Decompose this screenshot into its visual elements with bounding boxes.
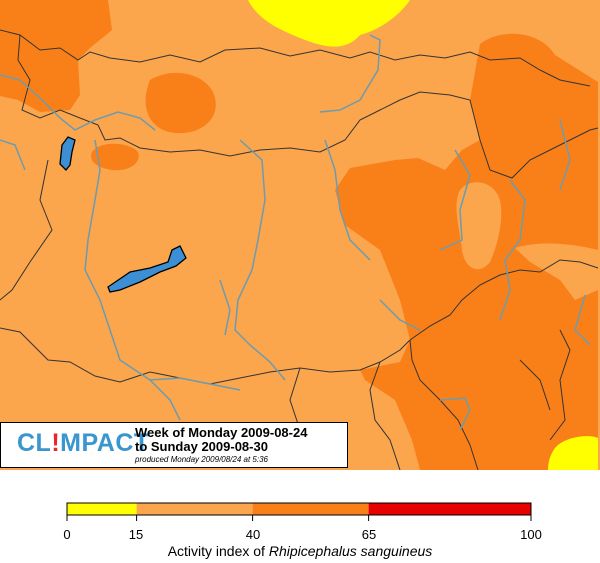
week-start-label: Week of Monday 2009-08-24 xyxy=(135,425,308,440)
legend-frame xyxy=(66,502,532,516)
info-box: CL!MPACT Week of Monday 2009-08-24 to Su… xyxy=(0,422,348,468)
map-region-40-65-northwest xyxy=(0,0,112,112)
legend-colorbar xyxy=(66,502,532,521)
map-region-0-15-southeast xyxy=(548,436,598,470)
legend-tick-0: 0 xyxy=(63,527,71,542)
legend-title-prefix: Activity index of xyxy=(167,543,269,559)
legend-band-0-15 xyxy=(67,503,137,515)
logo-text-cl: CL xyxy=(17,429,52,457)
map-region-40-65-east-blob xyxy=(460,293,506,323)
map-region-40-65-small-blob xyxy=(91,143,139,171)
legend-band-40-65 xyxy=(252,503,369,515)
lake-neusiedl xyxy=(59,136,76,171)
climpact-logo: CL!MPACT xyxy=(17,429,150,458)
legend-tick-40: 40 xyxy=(245,527,261,542)
legend-title-species: Rhipicephalus sanguineus xyxy=(268,543,433,559)
rivers xyxy=(0,34,591,431)
produced-timestamp: produced Monday 2009/08/24 at 5:36 xyxy=(135,455,268,464)
legend-band-15-40 xyxy=(136,503,253,515)
activity-map xyxy=(0,0,600,470)
logo-text-mpact: MPACT xyxy=(60,429,150,457)
lake-balaton xyxy=(107,245,187,293)
week-end-label: to Sunday 2009-08-30 xyxy=(135,439,268,454)
logo-text-bang: ! xyxy=(51,429,61,457)
map-region-40-65-north-blob xyxy=(145,72,216,134)
legend-tick-100: 100 xyxy=(520,527,542,542)
map-region-0-15-north xyxy=(248,0,410,47)
map-region-15-40-enclave xyxy=(456,182,502,270)
legend-tick-15: 15 xyxy=(128,527,144,542)
legend-band-65-100 xyxy=(368,503,531,515)
legend-tick-65: 65 xyxy=(361,527,377,542)
legend-title: Activity index of Rhipicephalus sanguine… xyxy=(0,543,600,559)
map-region-15-40-east-notch xyxy=(515,243,598,300)
map-canvas xyxy=(0,0,600,470)
country-borders xyxy=(0,29,599,470)
